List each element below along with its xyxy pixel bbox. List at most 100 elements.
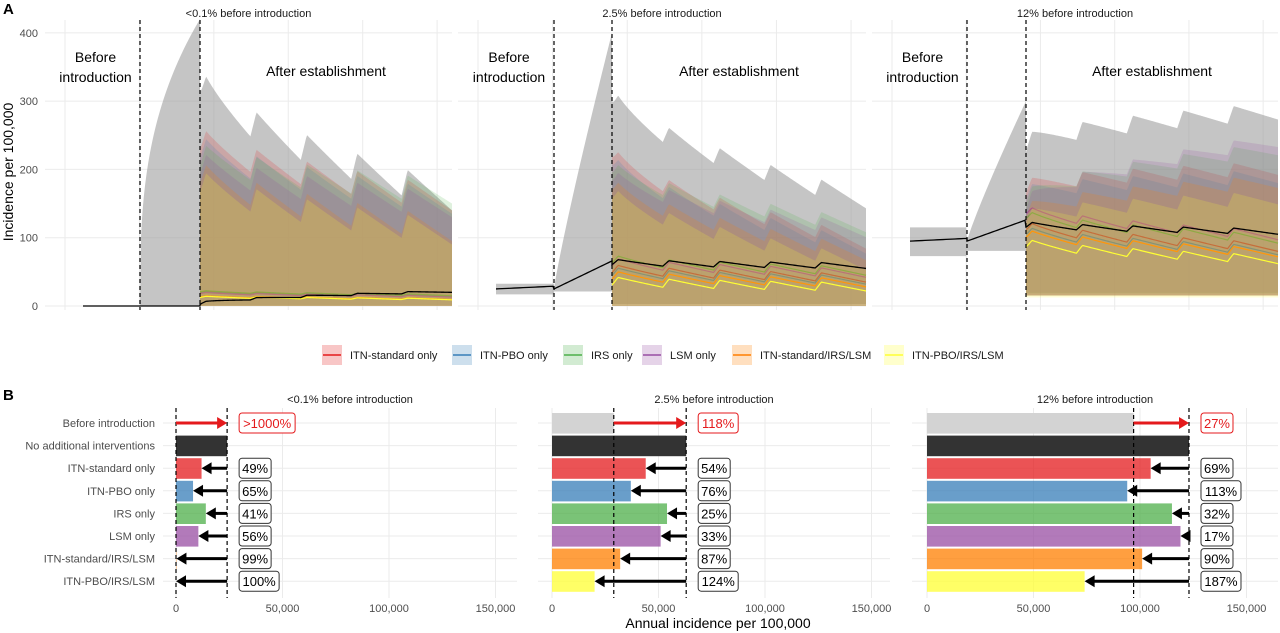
- before-introduction-label: Before introduction: [473, 49, 545, 85]
- arrow-head: [620, 552, 631, 565]
- percent-label-box: [1200, 480, 1242, 502]
- percent-label: 118%: [702, 416, 735, 431]
- facet-timeseries-2: 2.5% before introduction Before introducti…: [458, 8, 867, 310]
- panel-b-category-labels: Before introduction No additional interve…: [25, 418, 155, 588]
- legend-label: LSM only: [670, 350, 716, 362]
- no-intervention-median-line: [909, 219, 1279, 243]
- intervention-median-line-3: [611, 255, 867, 276]
- intervention-band-1: [200, 131, 452, 306]
- panel-a-y-axis-label: Incidence per 100,000: [0, 103, 16, 242]
- intervention-band-6: [200, 173, 452, 306]
- intervention-band-2: [1026, 171, 1278, 296]
- intervention-band-5: [1026, 177, 1278, 297]
- percent-label: 33%: [701, 529, 727, 544]
- arrow-head: [176, 575, 186, 588]
- intervention-median-line-5: [1025, 230, 1279, 258]
- arrow-head: [667, 507, 678, 520]
- bar: [552, 503, 668, 524]
- intervention-median-line-3: [199, 290, 453, 297]
- percent-label: 124%: [702, 574, 736, 589]
- bar: [552, 526, 661, 547]
- intervention-band-1: [612, 152, 866, 306]
- legend-item: IRS only: [563, 345, 633, 365]
- percent-label: >1000%: [243, 416, 292, 431]
- category-label: ITN-PBO only: [87, 486, 155, 498]
- percent-label-box: [1200, 412, 1234, 434]
- category-label: No additional interventions: [25, 441, 155, 453]
- percent-label: 100%: [242, 574, 276, 589]
- facet-bars-3: 0 50,000 100,000 150,000 12% before introduc…: [912, 394, 1278, 615]
- category-label: ITN-standard only: [68, 463, 156, 475]
- arrow-head: [1142, 552, 1153, 565]
- arrow-head: [1150, 462, 1161, 475]
- percent-label: 99%: [242, 552, 268, 567]
- facet-bars-1: 0 50,000 100,000 150,000 <0.1% before introd…: [163, 394, 517, 615]
- intervention-band-6: [1026, 192, 1278, 298]
- bar: [176, 480, 194, 502]
- category-label: LSM only: [109, 531, 155, 543]
- intervention-band-2: [612, 160, 866, 306]
- percent-label-box: [238, 548, 272, 570]
- bar: [927, 571, 1085, 592]
- arrow-head: [193, 484, 204, 497]
- baseline-uncertainty-band: [496, 32, 866, 305]
- percent-label: 41%: [242, 506, 268, 521]
- bar: [927, 503, 1172, 524]
- bar: [176, 526, 199, 547]
- arrow-head: [1180, 530, 1191, 542]
- arrow-head: [205, 507, 216, 520]
- percent-label-box: [697, 480, 731, 502]
- intervention-band-4: [200, 155, 452, 306]
- percent-label: 27%: [1204, 416, 1230, 431]
- arrow-head: [201, 462, 212, 475]
- percent-label-box: [238, 525, 272, 547]
- percent-label-box: [1200, 502, 1234, 524]
- legend-label: IRS only: [591, 350, 633, 362]
- legend-label: ITN-standard/IRS/LSM: [760, 350, 871, 362]
- arrow-head: [1084, 575, 1095, 588]
- legend-item: ITN-PBO/IRS/LSM: [884, 345, 1004, 365]
- category-label: Before introduction: [63, 418, 155, 430]
- percent-label: 87%: [701, 552, 727, 567]
- before-introduction-label: Before introduction: [59, 49, 131, 85]
- bar: [552, 413, 614, 434]
- after-establishment-label: After establishment: [679, 63, 799, 79]
- percent-label: 69%: [1204, 461, 1230, 476]
- before-introduction-label: Before introduction: [886, 49, 958, 85]
- legend-item: ITN-PBO only: [452, 345, 548, 365]
- arrow-head: [676, 417, 687, 429]
- intervention-median-line-3: [1025, 211, 1279, 244]
- after-establishment-label: After establishment: [1092, 63, 1212, 79]
- bar: [927, 435, 1189, 457]
- percent-label-box: [1200, 525, 1234, 547]
- percent-label-box: [697, 570, 739, 592]
- x-tick-label: 100,000: [745, 603, 785, 615]
- panel-a-label: A: [3, 1, 14, 18]
- legend: ITN-standard only ITN-PBO only IRS only LSM…: [322, 345, 1004, 365]
- legend-item: LSM only: [642, 345, 716, 365]
- bar: [552, 548, 621, 570]
- intervention-median-line-4: [611, 258, 867, 278]
- baseline-uncertainty-band: [910, 101, 1278, 296]
- bar: [552, 435, 687, 457]
- after-establishment-label: After establishment: [266, 63, 386, 79]
- facet-title: 2.5% before introduction: [602, 8, 721, 20]
- facet-bars-2: 0 50,000 100,000 150,000 2.5% before introdu…: [538, 394, 891, 615]
- percent-label-box: [697, 548, 731, 570]
- percent-label-box: [1200, 548, 1234, 570]
- baseline-uncertainty-band: [83, 19, 452, 306]
- arrow-head: [1127, 484, 1138, 497]
- legend-label: ITN-standard only: [350, 350, 438, 362]
- x-tick-label: 150,000: [476, 603, 516, 615]
- intervention-median-line-6: [1025, 239, 1279, 265]
- bar: [927, 413, 1134, 434]
- percent-label: 49%: [242, 461, 268, 476]
- intervention-band-3: [200, 145, 452, 306]
- percent-label-box: [238, 502, 272, 524]
- bar: [927, 526, 1181, 547]
- x-tick-label: 50,000: [266, 603, 300, 615]
- percent-label-box: [1200, 570, 1242, 592]
- bar: [552, 480, 631, 502]
- bar: [927, 480, 1128, 502]
- y-tick-label: 300: [20, 96, 38, 108]
